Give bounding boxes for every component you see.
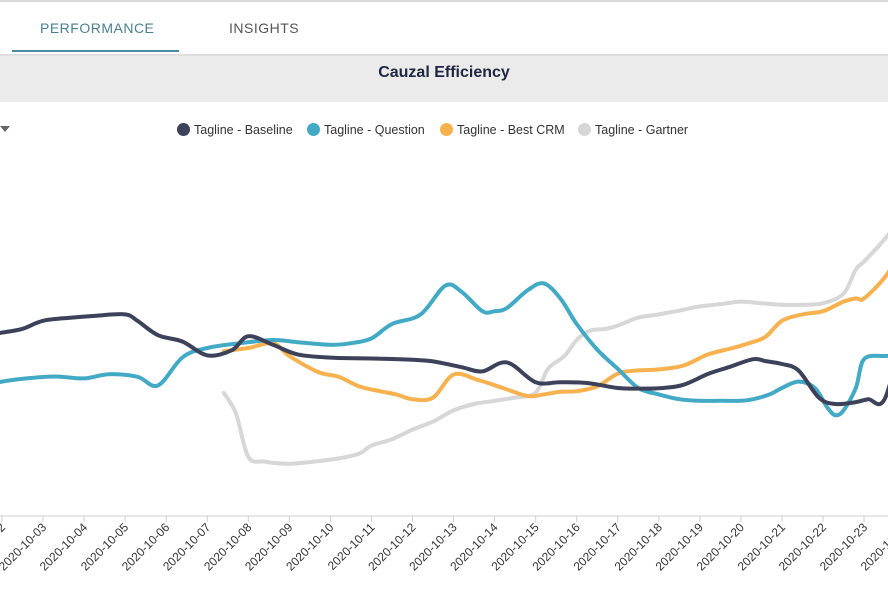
series-line-baseline [0, 312, 888, 407]
series-line-question [0, 281, 888, 418]
legend-item-baseline[interactable]: Tagline - Baseline [177, 123, 293, 137]
chart-header: Cauzal Efficiency [0, 55, 888, 102]
chart-legend: Tagline - Baseline Tagline - Question Ta… [0, 123, 888, 141]
legend-item-question[interactable]: Tagline - Question [307, 123, 425, 137]
legend-label-baseline: Tagline - Baseline [194, 123, 293, 137]
chevron-down-icon[interactable] [0, 126, 10, 132]
legend-label-gartner: Tagline - Gartner [595, 123, 689, 137]
legend-dot-gartner [578, 123, 591, 136]
legend-label-question: Tagline - Question [324, 123, 425, 137]
legend-item-gartner[interactable]: Tagline - Gartner [578, 123, 688, 137]
active-tab-indicator [12, 50, 179, 52]
tab-performance[interactable]: PERFORMANCE [40, 20, 155, 36]
legend-dot-question [307, 123, 320, 136]
legend-dot-bestcrm [440, 123, 453, 136]
legend-label-bestcrm: Tagline - Best CRM [457, 123, 565, 137]
tab-bar: PERFORMANCE INSIGHTS [0, 2, 888, 55]
legend-item-bestcrm[interactable]: Tagline - Best CRM [440, 123, 565, 137]
series-line-bestcrm [221, 269, 888, 403]
chart-title: Cauzal Efficiency [378, 64, 510, 81]
tab-insights[interactable]: INSIGHTS [229, 20, 300, 36]
legend-dot-baseline [177, 123, 190, 136]
top-border [0, 0, 888, 2]
series-line-gartner [221, 231, 888, 466]
